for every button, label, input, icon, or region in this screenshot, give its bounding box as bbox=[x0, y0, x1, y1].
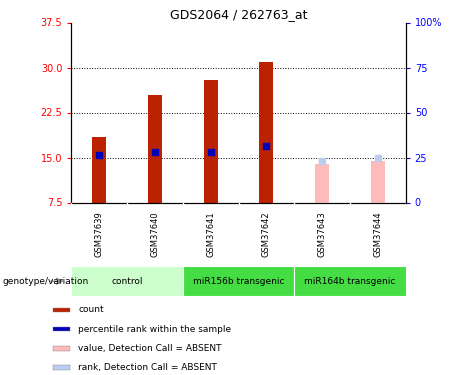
Bar bbox=[183, 266, 294, 296]
Bar bbox=[53, 365, 70, 370]
Bar bbox=[71, 266, 183, 296]
Text: percentile rank within the sample: percentile rank within the sample bbox=[78, 324, 231, 333]
Bar bbox=[53, 346, 70, 351]
Text: GSM37641: GSM37641 bbox=[206, 211, 215, 257]
Text: count: count bbox=[78, 305, 104, 314]
Bar bbox=[315, 164, 329, 202]
Bar bbox=[53, 308, 70, 312]
Bar bbox=[260, 62, 273, 202]
Text: value, Detection Call = ABSENT: value, Detection Call = ABSENT bbox=[78, 344, 222, 353]
Bar bbox=[92, 136, 106, 202]
Text: GSM37644: GSM37644 bbox=[373, 211, 382, 257]
Text: control: control bbox=[112, 277, 143, 286]
Bar bbox=[148, 94, 162, 202]
Text: GSM37643: GSM37643 bbox=[318, 211, 327, 257]
Title: GDS2064 / 262763_at: GDS2064 / 262763_at bbox=[170, 8, 307, 21]
Text: GSM37639: GSM37639 bbox=[95, 211, 104, 257]
Text: rank, Detection Call = ABSENT: rank, Detection Call = ABSENT bbox=[78, 363, 217, 372]
Text: GSM37640: GSM37640 bbox=[150, 211, 160, 257]
Bar bbox=[294, 266, 406, 296]
Text: miR156b transgenic: miR156b transgenic bbox=[193, 277, 284, 286]
Text: GSM37642: GSM37642 bbox=[262, 211, 271, 257]
Text: miR164b transgenic: miR164b transgenic bbox=[304, 277, 396, 286]
Bar bbox=[371, 160, 385, 202]
Bar bbox=[53, 327, 70, 331]
Bar bbox=[204, 80, 218, 203]
Text: genotype/variation: genotype/variation bbox=[2, 277, 89, 286]
